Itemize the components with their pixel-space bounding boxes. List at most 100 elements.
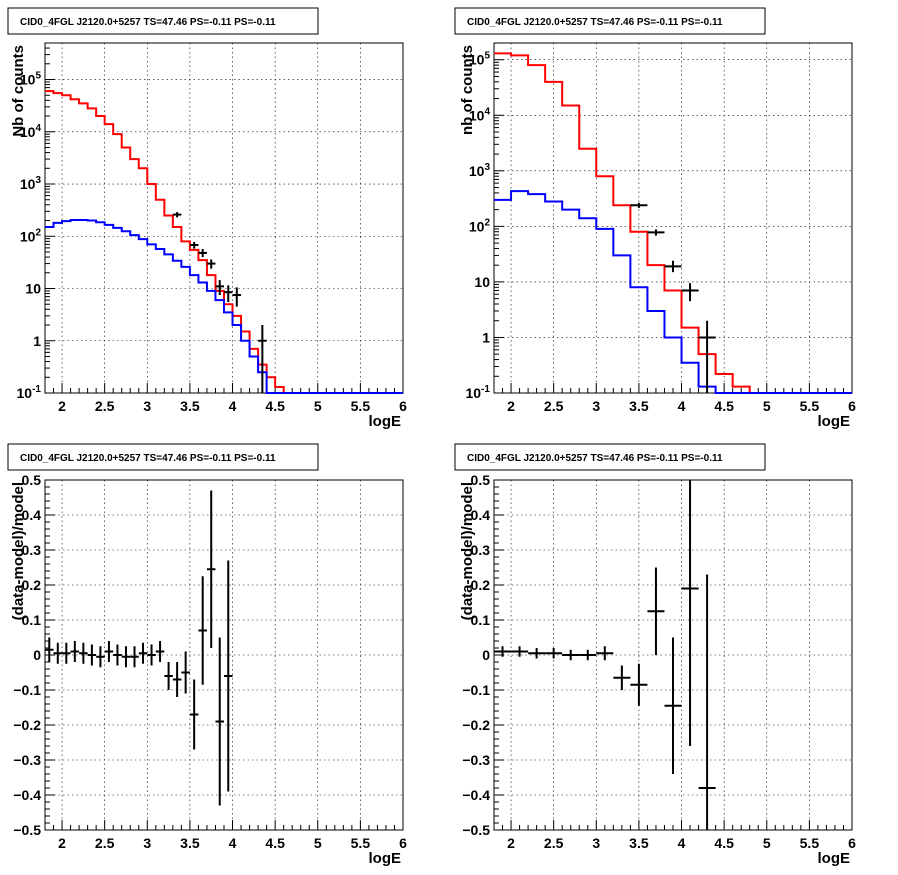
x-tick-label: 5.5 bbox=[800, 835, 820, 851]
x-tick-label: 5 bbox=[314, 398, 322, 414]
y-tick-label: 10 bbox=[474, 274, 490, 290]
y-tick-label: 0.1 bbox=[22, 612, 42, 628]
x-tick-label: 6 bbox=[399, 835, 407, 851]
y-tick-label: 0.4 bbox=[471, 507, 491, 523]
y-tick-label: −0.4 bbox=[13, 787, 41, 803]
y-axis-label: (data-model)/model bbox=[459, 482, 476, 620]
series-blue-step-line bbox=[45, 218, 403, 394]
y-tick-label: 10-1 bbox=[17, 384, 42, 401]
x-tick-label: 3 bbox=[592, 835, 600, 851]
y-tick-label: 1 bbox=[33, 333, 41, 349]
y-tick-label: 105 bbox=[20, 71, 42, 88]
series-red-step-line bbox=[45, 90, 403, 394]
y-tick-label: 0 bbox=[482, 647, 490, 663]
y-tick-label: 0 bbox=[33, 647, 41, 663]
y-tick-label: 103 bbox=[20, 175, 42, 192]
y-tick-label: −0.5 bbox=[13, 822, 41, 838]
x-axis-label: logE bbox=[369, 850, 402, 867]
y-tick-label: 0.2 bbox=[471, 577, 491, 593]
x-tick-label: 3.5 bbox=[629, 398, 649, 414]
x-axis-label: logE bbox=[369, 413, 402, 430]
x-tick-label: 2.5 bbox=[95, 398, 115, 414]
y-axis-label: (data-model)/model bbox=[10, 482, 27, 620]
y-tick-label: −0.5 bbox=[462, 822, 490, 838]
y-tick-label: 102 bbox=[20, 227, 42, 244]
x-tick-label: 4.5 bbox=[265, 398, 285, 414]
x-tick-label: 5.5 bbox=[800, 398, 820, 414]
y-tick-label: 0.3 bbox=[471, 542, 491, 558]
x-tick-label: 6 bbox=[848, 398, 856, 414]
x-tick-label: 3 bbox=[592, 398, 600, 414]
x-tick-label: 5 bbox=[763, 835, 771, 851]
x-tick-label: 3.5 bbox=[180, 398, 200, 414]
y-tick-label: −0.2 bbox=[13, 717, 41, 733]
x-tick-label: 4.5 bbox=[714, 835, 734, 851]
title-box bbox=[7, 443, 319, 471]
y-tick-label: 0.3 bbox=[22, 542, 42, 558]
y-axis-label: Nb of counts bbox=[10, 45, 27, 137]
y-tick-label: −0.4 bbox=[462, 787, 490, 803]
x-tick-label: 3 bbox=[143, 398, 151, 414]
y-tick-label: −0.3 bbox=[462, 752, 490, 768]
x-tick-label: 6 bbox=[848, 835, 856, 851]
title-box bbox=[454, 443, 766, 471]
y-tick-label: 102 bbox=[469, 217, 491, 234]
chart-title: CID0_4FGL J2120.0+5257 TS=47.46 PS=-0.11… bbox=[20, 453, 276, 464]
y-tick-label: 10 bbox=[25, 281, 41, 297]
y-tick-label: 0.2 bbox=[22, 577, 42, 593]
x-tick-label: 5 bbox=[314, 835, 322, 851]
x-tick-label: 2 bbox=[58, 398, 66, 414]
x-tick-label: 2.5 bbox=[544, 835, 564, 851]
x-tick-label: 3.5 bbox=[180, 835, 200, 851]
y-tick-label: 105 bbox=[469, 51, 491, 68]
y-tick-label: 104 bbox=[20, 123, 42, 140]
x-tick-label: 5.5 bbox=[351, 398, 371, 414]
x-tick-label: 5.5 bbox=[351, 835, 371, 851]
y-tick-label: −0.2 bbox=[462, 717, 490, 733]
title-box bbox=[7, 7, 319, 35]
y-tick-label: 0.5 bbox=[22, 472, 42, 488]
x-tick-label: 2 bbox=[507, 398, 515, 414]
y-axis-label: nb of counts bbox=[459, 45, 476, 135]
chart-residual-right: CID0_4FGL J2120.0+5257 TS=47.46 PS=-0.11… bbox=[454, 443, 856, 867]
chart-title: CID0_4FGL J2120.0+5257 TS=47.46 PS=-0.11… bbox=[20, 17, 276, 28]
x-tick-label: 2.5 bbox=[544, 398, 564, 414]
x-tick-label: 2 bbox=[58, 835, 66, 851]
x-tick-label: 4 bbox=[678, 835, 686, 851]
y-tick-label: 10-1 bbox=[466, 384, 491, 401]
plot-frame bbox=[44, 42, 404, 394]
y-tick-label: 1 bbox=[482, 329, 490, 345]
series-blue-step-line bbox=[494, 190, 852, 394]
y-tick-label: 0.4 bbox=[22, 507, 42, 523]
chart-counts-left: CID0_4FGL J2120.0+5257 TS=47.46 PS=-0.11… bbox=[7, 7, 407, 430]
x-tick-label: 4 bbox=[229, 398, 237, 414]
x-axis-label: logE bbox=[818, 850, 851, 867]
x-tick-label: 4.5 bbox=[714, 398, 734, 414]
title-box bbox=[454, 7, 766, 35]
x-tick-label: 6 bbox=[399, 398, 407, 414]
chart-counts-right: CID0_4FGL J2120.0+5257 TS=47.46 PS=-0.11… bbox=[454, 7, 856, 430]
y-tick-label: −0.3 bbox=[13, 752, 41, 768]
x-tick-label: 2 bbox=[507, 835, 515, 851]
y-tick-label: 0.5 bbox=[471, 472, 491, 488]
chart-title: CID0_4FGL J2120.0+5257 TS=47.46 PS=-0.11… bbox=[467, 17, 723, 28]
x-tick-label: 4 bbox=[678, 398, 686, 414]
x-axis-label: logE bbox=[818, 413, 851, 430]
y-tick-label: −0.1 bbox=[462, 682, 490, 698]
x-tick-label: 2.5 bbox=[95, 835, 115, 851]
x-tick-label: 4 bbox=[229, 835, 237, 851]
y-tick-label: −0.1 bbox=[13, 682, 41, 698]
x-tick-label: 5 bbox=[763, 398, 771, 414]
chart-title: CID0_4FGL J2120.0+5257 TS=47.46 PS=-0.11… bbox=[467, 453, 723, 464]
chart-residual-left: CID0_4FGL J2120.0+5257 TS=47.46 PS=-0.11… bbox=[7, 443, 407, 867]
plot-frame bbox=[44, 479, 404, 831]
x-tick-label: 3.5 bbox=[629, 835, 649, 851]
y-tick-label: 0.1 bbox=[471, 612, 491, 628]
y-tick-label: 104 bbox=[469, 106, 491, 123]
x-tick-label: 3 bbox=[143, 835, 151, 851]
y-tick-label: 103 bbox=[469, 162, 491, 179]
series-red-step-line bbox=[494, 52, 852, 394]
x-tick-label: 4.5 bbox=[265, 835, 285, 851]
plot-frame bbox=[493, 42, 853, 394]
